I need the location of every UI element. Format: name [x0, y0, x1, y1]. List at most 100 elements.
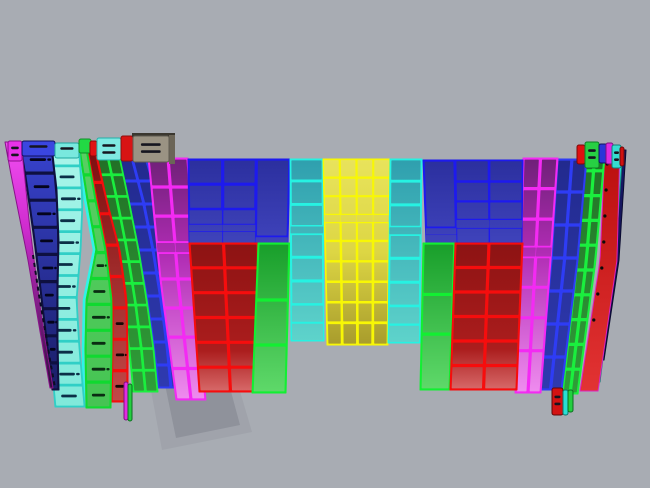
- facade-panel[interactable]: [457, 228, 489, 243]
- lane-blue-field-left[interactable]: [187, 158, 291, 244]
- facade-panel[interactable]: [581, 296, 590, 318]
- lane-red-field-right[interactable]: [449, 242, 524, 391]
- facade-panel[interactable]: [456, 161, 488, 181]
- panel-block[interactable]: [21, 140, 56, 157]
- facade-panel[interactable]: [257, 160, 289, 236]
- facade-panel[interactable]: [518, 319, 531, 350]
- lane-blue-strip-left-wing[interactable]: [19, 145, 60, 391]
- facade-panel[interactable]: [224, 185, 255, 208]
- facade-panel[interactable]: [189, 224, 223, 231]
- facade-panel[interactable]: [566, 346, 575, 368]
- facade-panel[interactable]: [453, 318, 485, 340]
- facade-panel[interactable]: [324, 197, 340, 214]
- facade-panel[interactable]: [340, 215, 357, 222]
- panel-block[interactable]: [96, 137, 122, 161]
- panel-block[interactable]: [584, 141, 600, 169]
- facade-panel[interactable]: [192, 269, 225, 292]
- facade-panel[interactable]: [255, 237, 288, 243]
- facade-panel[interactable]: [342, 303, 357, 322]
- facade-panel[interactable]: [374, 197, 389, 214]
- facade-panel[interactable]: [291, 160, 322, 180]
- right-top-tabs[interactable]: [576, 141, 625, 169]
- facade-panel[interactable]: [529, 352, 543, 392]
- facade-panel[interactable]: [543, 325, 556, 356]
- lane-green-column-right[interactable]: [419, 242, 456, 391]
- facade-panel[interactable]: [539, 190, 555, 218]
- facade-panel[interactable]: [579, 222, 588, 244]
- facade-panel[interactable]: [584, 271, 593, 294]
- facade-panel[interactable]: [50, 364, 58, 389]
- facade-panel[interactable]: [113, 176, 127, 196]
- facade-panel[interactable]: [135, 228, 152, 249]
- facade-panel[interactable]: [189, 210, 222, 224]
- facade-panel[interactable]: [125, 182, 142, 203]
- facade-panel[interactable]: [552, 226, 566, 257]
- facade-panel[interactable]: [343, 324, 357, 344]
- lane-red-field-left[interactable]: [188, 242, 263, 393]
- facade-panel[interactable]: [357, 197, 373, 214]
- facade-panel[interactable]: [591, 197, 600, 219]
- facade-panel[interactable]: [593, 172, 602, 194]
- facade-panel[interactable]: [571, 370, 580, 393]
- panel-block[interactable]: [89, 140, 98, 157]
- facade-panel[interactable]: [357, 160, 373, 177]
- facade-panel[interactable]: [341, 223, 356, 240]
- facade-panel[interactable]: [563, 259, 577, 290]
- facade-panel[interactable]: [157, 366, 170, 387]
- facade-panel[interactable]: [154, 343, 168, 364]
- facade-panel[interactable]: [172, 188, 191, 215]
- panel-block[interactable]: [127, 383, 133, 422]
- panel-block[interactable]: [78, 138, 92, 154]
- facade-panel[interactable]: [223, 231, 255, 243]
- facade-panel[interactable]: [390, 236, 420, 257]
- facade-panel[interactable]: [488, 269, 521, 291]
- facade-panel[interactable]: [489, 244, 522, 266]
- facade-panel[interactable]: [451, 367, 483, 389]
- facade-panel[interactable]: [374, 303, 388, 322]
- facade-panel[interactable]: [357, 215, 373, 222]
- facade-panel[interactable]: [291, 205, 322, 225]
- facade-panel[interactable]: [107, 246, 122, 275]
- facade-panel[interactable]: [425, 234, 457, 243]
- facade-panel[interactable]: [390, 283, 420, 305]
- facade-panel[interactable]: [575, 271, 584, 294]
- facade-panel[interactable]: [165, 309, 183, 336]
- facade-panel[interactable]: [487, 293, 520, 315]
- facade-panel[interactable]: [324, 215, 341, 222]
- facade-panel[interactable]: [490, 161, 522, 181]
- facade-panel[interactable]: [452, 342, 484, 364]
- panel-block[interactable]: [619, 146, 625, 167]
- facade-panel[interactable]: [326, 242, 340, 261]
- facade-panel[interactable]: [324, 160, 339, 177]
- facade-panel[interactable]: [324, 178, 340, 196]
- facade-panel[interactable]: [578, 321, 587, 343]
- facade-panel[interactable]: [161, 280, 180, 307]
- facade-panel[interactable]: [291, 323, 323, 340]
- facade-panel[interactable]: [519, 288, 533, 317]
- facade-panel[interactable]: [224, 160, 255, 183]
- facade-panel[interactable]: [456, 182, 488, 201]
- facade-panel[interactable]: [253, 346, 286, 392]
- facade-panel[interactable]: [257, 244, 289, 299]
- facade-panel[interactable]: [358, 262, 372, 281]
- facade-panel[interactable]: [341, 178, 356, 196]
- facade-panel[interactable]: [225, 244, 257, 267]
- facade-panel[interactable]: [169, 338, 186, 367]
- facade-panel[interactable]: [572, 296, 581, 318]
- lane-cyan-seam-line-left-wing[interactable]: [75, 147, 96, 407]
- facade-panel[interactable]: [227, 294, 259, 316]
- facade-panel[interactable]: [487, 318, 519, 340]
- facade-panel[interactable]: [341, 197, 356, 214]
- facade-panel[interactable]: [189, 185, 222, 208]
- facade-panel[interactable]: [358, 242, 372, 261]
- facade-panel[interactable]: [159, 254, 177, 278]
- facade-panel[interactable]: [223, 210, 255, 224]
- facade-panel[interactable]: [490, 228, 522, 243]
- facade-panel[interactable]: [522, 220, 536, 246]
- facade-panel[interactable]: [535, 247, 552, 257]
- facade-panel[interactable]: [374, 178, 389, 196]
- lane-blue-mesh-right[interactable]: [538, 158, 588, 391]
- facade-panel[interactable]: [516, 352, 529, 392]
- facade-panel[interactable]: [389, 227, 422, 235]
- facade-panel[interactable]: [374, 324, 387, 344]
